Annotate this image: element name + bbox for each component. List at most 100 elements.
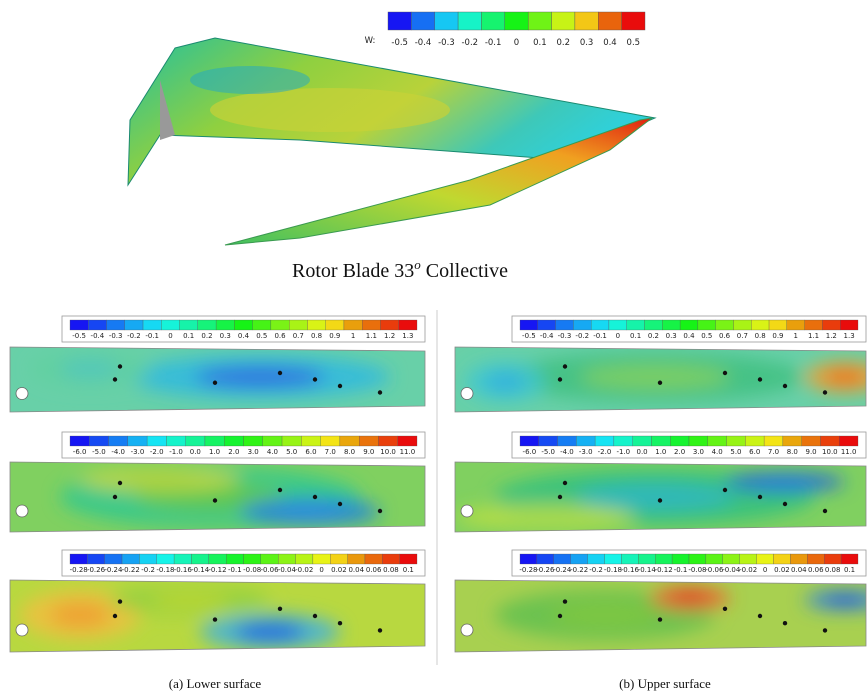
colorbar-tick: 10.0 (380, 448, 396, 456)
colorbar-swatch (839, 436, 858, 446)
colorbar-swatch (698, 320, 716, 330)
colorbar-swatch (689, 554, 706, 564)
contour-core (120, 474, 200, 486)
colorbar-swatch (344, 320, 362, 330)
colorbar-tick: 6.0 (305, 448, 316, 456)
contour-core (485, 372, 525, 392)
colorbar-swatch (399, 320, 417, 330)
colorbar-swatch (105, 554, 122, 564)
colorbar-swatch (205, 436, 224, 446)
colorbar-tick: -0.3 (558, 332, 572, 340)
sensor (338, 502, 342, 506)
colorbar-tick: 0.0 (636, 448, 647, 456)
colorbar-tick: 0.0 (190, 448, 201, 456)
contour-core (825, 595, 865, 605)
colorbar-swatch (802, 436, 821, 446)
colorbar-swatch (751, 320, 769, 330)
colorbar-tick: -0.5 (522, 332, 536, 340)
figure: W: Rotor Blade 33oCollective -0.5-0.4-0.… (0, 0, 867, 698)
colorbar-tick: 1.3 (402, 332, 413, 340)
sensor (563, 481, 567, 485)
colorbar-swatch (723, 554, 740, 564)
colorbar-tick: 8.0 (344, 448, 355, 456)
colorbar-tick: 2.0 (228, 448, 239, 456)
colorbar-tick: 0.2 (201, 332, 212, 340)
sensor (758, 377, 762, 381)
colorbar-swatch (805, 320, 823, 330)
colorbar-swatch (380, 320, 398, 330)
colorbar-tick: 1.2 (826, 332, 837, 340)
colorbar-swatch (733, 320, 751, 330)
colorbar-swatch (591, 320, 609, 330)
sensor (113, 614, 117, 618)
colorbar-tick: 0.6 (719, 332, 731, 340)
colorbar-swatch (125, 320, 143, 330)
contour-core (60, 360, 120, 378)
hole (461, 624, 473, 636)
colorbar-swatch (234, 320, 252, 330)
colorbar-swatch (633, 436, 652, 446)
colorbar-tick: 10.0 (822, 448, 838, 456)
colorbar-tick: -4.0 (111, 448, 125, 456)
panel-caption: (a) Lower surface (169, 676, 262, 691)
contour-blob (210, 88, 450, 132)
colorbar-tick: -0.06 (260, 566, 279, 574)
sensor (213, 617, 217, 621)
colorbar-tick: -0.4 (91, 332, 105, 340)
colorbar-swatch (528, 12, 551, 30)
colorbar-tick: 0.04 (791, 566, 807, 574)
colorbar-swatch (301, 436, 320, 446)
colorbar-tick: 9.0 (805, 448, 816, 456)
colorbar-swatch (122, 554, 139, 564)
colorbar-swatch (70, 320, 88, 330)
contour-core (150, 593, 230, 608)
colorbar-swatch (388, 12, 411, 30)
hole (16, 505, 28, 517)
colorbar-tick: 0.08 (383, 566, 399, 574)
colorbar-tick: 0.02 (331, 566, 347, 574)
colorbar-tick: -0.2 (589, 566, 603, 574)
colorbar-swatch (595, 436, 614, 446)
colorbar-tick: 0.6 (274, 332, 286, 340)
colorbar-swatch (537, 554, 554, 564)
colorbar-swatch (774, 554, 791, 564)
colorbar-tick: -0.1 (145, 332, 159, 340)
sensor (278, 607, 282, 611)
sensor (758, 614, 762, 618)
colorbar-swatch (680, 320, 698, 330)
sensor (723, 607, 727, 611)
colorbar-swatch (458, 12, 481, 30)
sensor (558, 495, 562, 499)
colorbar-swatch (282, 436, 301, 446)
colorbar-swatch (764, 436, 783, 446)
colorbar-tick: 0.02 (774, 566, 790, 574)
colorbar-tick: 0 (514, 38, 519, 48)
colorbar-swatch (321, 436, 340, 446)
colorbar-tick: 0.1 (533, 38, 547, 48)
sensor (313, 495, 317, 499)
colorbar-swatch (128, 436, 147, 446)
colorbar-tick: -1.0 (169, 448, 183, 456)
colorbar-swatch (340, 436, 359, 446)
contour-core (275, 505, 345, 519)
colorbar-tick: 0 (168, 332, 172, 340)
colorbar-tick: -0.28 (519, 566, 537, 574)
sensor (113, 377, 117, 381)
colorbar-swatch (89, 436, 108, 446)
colorbar-tick: -2.0 (598, 448, 612, 456)
colorbar-swatch (88, 320, 106, 330)
colorbar-swatch (662, 320, 680, 330)
colorbar-tick: 11.0 (400, 448, 416, 456)
colorbar-tick: -0.04 (722, 566, 741, 574)
colorbar-tick: 4.0 (267, 448, 278, 456)
colorbar-tick: 0.8 (755, 332, 766, 340)
colorbar-swatch (362, 320, 380, 330)
surface-contour (455, 580, 867, 652)
colorbar-swatch (807, 554, 824, 564)
colorbar-tick: 0.4 (603, 38, 617, 48)
colorbar-tick: -0.4 (415, 38, 432, 48)
colorbar-swatch (378, 436, 397, 446)
colorbar-tick: 0.1 (403, 566, 414, 574)
sensor (378, 509, 382, 513)
colorbar-tick: 7.0 (768, 448, 779, 456)
